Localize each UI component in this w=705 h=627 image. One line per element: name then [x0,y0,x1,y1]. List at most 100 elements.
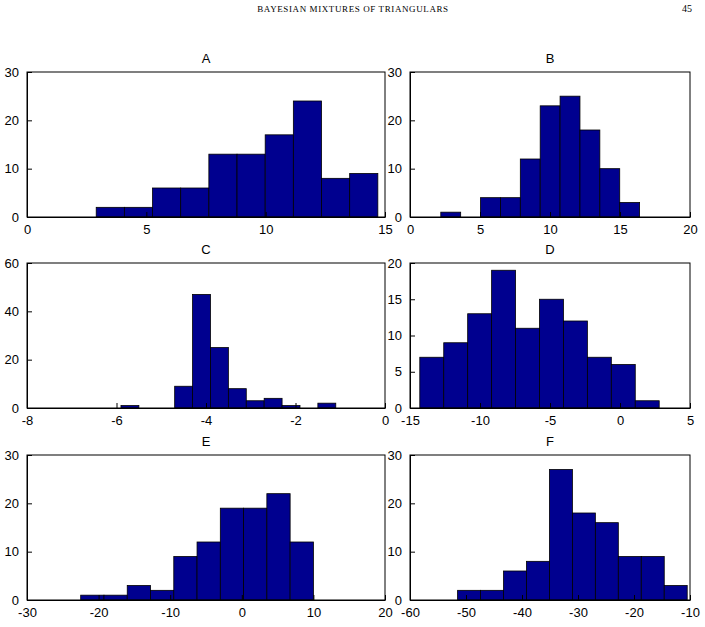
histogram-bar [520,159,540,217]
x-tick-mark [620,212,621,217]
y-tick: 10 [5,544,32,559]
panel: -30-20-10010200102030E [5,434,393,620]
histogram-bar [635,401,659,408]
y-tick-label: 10 [388,544,402,559]
x-tick: 0 [617,403,624,428]
x-tick-mark [620,403,621,408]
y-axis: 0102030 [5,65,32,225]
histogram-bar [175,386,193,408]
x-tick-label: 20 [378,605,392,620]
page-number: 45 [682,3,692,14]
y-axis: 0 5 10 15 20 [388,256,415,416]
y-tick-label: 20 [388,256,402,271]
x-tick-mark [466,595,467,600]
panel: -15-10-50505101520D [388,242,695,428]
x-tick-label: -20 [90,605,109,620]
y-tick: 40 [5,304,32,319]
x-tick-label: 20 [683,222,697,237]
x-tick-mark [550,212,551,217]
plot-frame [410,72,690,217]
histogram-bar [420,357,444,408]
x-tick: -20 [90,595,109,620]
y-tick-label: 20 [5,113,19,128]
histogram-bar [290,542,313,600]
x-axis: -8-6-4-20 [22,403,389,428]
chart-title: A [202,51,211,66]
x-tick-mark [170,595,171,600]
plot-frame [27,455,385,600]
y-tick-label: 0 [395,401,402,416]
histogram-bar [540,106,560,217]
y-tick: 20 [5,352,32,367]
histogram-bar [174,557,197,601]
x-tick-label: -4 [201,413,213,428]
y-tick-mark [410,299,415,300]
x-tick-label: 10 [543,222,557,237]
y-tick: 10 [388,328,415,343]
y-tick-label: 60 [5,256,19,271]
histogram-bar [220,508,243,600]
histogram-bar [81,595,104,600]
y-tick: 20 [388,496,415,511]
histogram-bar [600,169,620,217]
x-tick-label: -30 [569,605,588,620]
x-tick: -20 [625,595,644,620]
histogram-bar [611,365,635,409]
y-tick-label: 20 [388,496,402,511]
histogram-bar [540,299,564,408]
x-tick-label: 0 [407,222,414,237]
y-tick: 20 [5,113,32,128]
x-tick-mark [522,595,523,600]
x-tick: -30 [569,595,588,620]
histogram-bar [641,557,664,601]
x-tick-mark [578,595,579,600]
histogram-bar [193,294,211,408]
x-tick-mark [634,595,635,600]
x-tick-label: -6 [111,413,123,428]
x-tick-label: 5 [143,222,150,237]
histogram-bar [580,130,600,217]
y-tick-label: 20 [5,496,19,511]
histogram-bar [322,178,350,217]
plot-frame [27,72,385,217]
x-tick-label: -10 [471,413,490,428]
x-tick-mark [206,403,207,408]
x-tick: 10 [307,595,321,620]
histogram-bar [209,154,237,217]
x-tick-label: 0 [239,605,246,620]
x-tick-label: 0 [617,413,624,428]
y-axis: 0204060 [5,256,32,416]
histogram-bar [181,188,209,217]
histogram-bar [441,212,461,217]
histogram-bar [197,542,220,600]
histogram-bar [549,470,572,601]
x-tick-mark [550,403,551,408]
histogram-bar [572,513,595,600]
histogram-bar [563,321,587,408]
x-tick-mark [266,212,267,217]
chart-title: D [545,242,554,257]
bars [96,101,378,217]
y-tick: 15 [388,292,415,307]
bars [458,470,688,601]
y-tick-label: 0 [395,593,402,608]
histogram-bar [481,198,501,217]
y-tick-label: 20 [388,113,402,128]
x-tick-label: 10 [259,222,273,237]
x-tick-mark [480,212,481,217]
x-tick: -50 [457,595,476,620]
y-tick-mark [27,360,32,361]
x-tick: -6 [111,403,123,428]
panel: -60-50-40-30-20-100102030F [388,434,700,620]
y-axis: 0102030 [5,448,32,608]
histogram-bar [664,586,687,601]
y-tick-label: 10 [5,161,19,176]
histogram-bar [468,314,492,408]
y-tick: 10 [388,544,415,559]
y-tick-label: 5 [395,364,402,379]
histogram-bar [293,101,321,217]
y-tick-label: 0 [12,210,19,225]
x-tick-mark [146,212,147,217]
chart-title: F [546,434,554,449]
histogram-bar [595,523,618,600]
